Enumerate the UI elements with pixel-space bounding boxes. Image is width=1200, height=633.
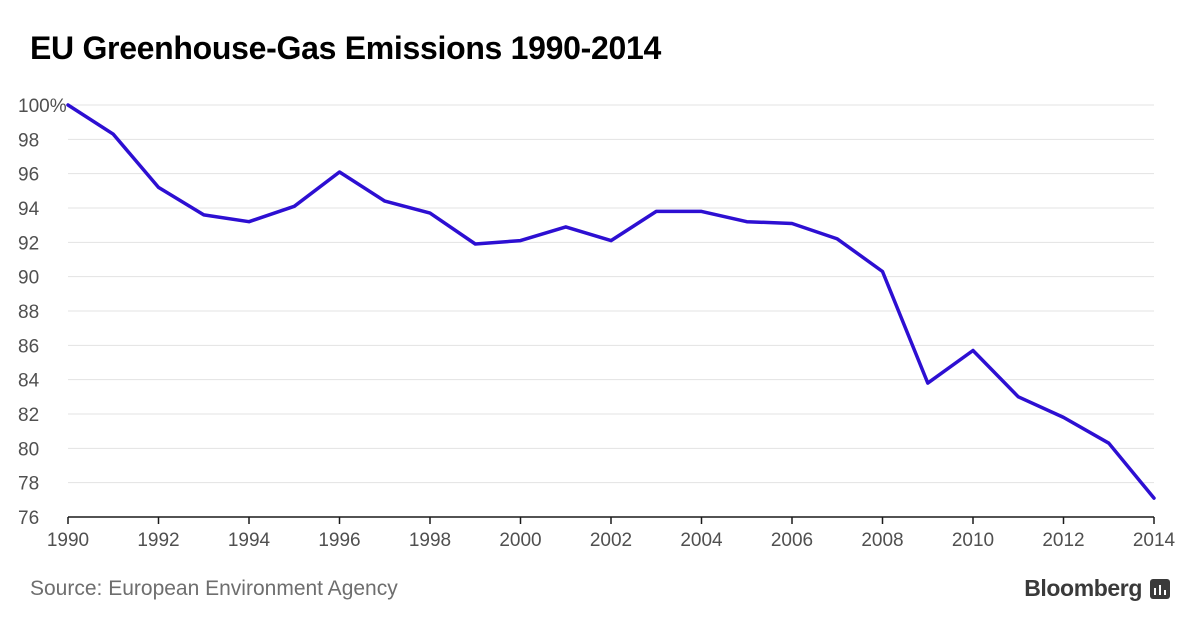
data-point bbox=[383, 199, 386, 203]
x-tick-label: 1992 bbox=[137, 530, 179, 551]
y-tick-label: 94 bbox=[18, 199, 40, 220]
data-point bbox=[564, 225, 567, 229]
y-tick-label: 96 bbox=[18, 165, 39, 186]
grid-lines bbox=[68, 104, 1154, 484]
data-point bbox=[474, 242, 477, 246]
data-point bbox=[790, 222, 794, 225]
data-point bbox=[1017, 395, 1020, 399]
y-tick-label: 80 bbox=[18, 439, 39, 460]
data-point bbox=[700, 210, 703, 213]
data-point bbox=[112, 132, 115, 136]
data-point bbox=[609, 239, 613, 242]
y-tick-label: 84 bbox=[18, 371, 40, 392]
x-tick-label: 2000 bbox=[499, 530, 541, 551]
x-tick-label: 1994 bbox=[228, 530, 271, 551]
x-axis-ticks: 1990 1992 1994 1996 1998 2000 2002 2004 2006 2008… bbox=[47, 516, 1176, 551]
chart-title: EU Greenhouse-Gas Emissions 1990-2014 bbox=[30, 30, 661, 66]
series-layer bbox=[66, 103, 1156, 500]
data-point bbox=[202, 213, 205, 217]
x-tick-label: 1998 bbox=[409, 530, 451, 551]
y-tick-label: 86 bbox=[18, 336, 39, 357]
x-tick-label: 2014 bbox=[1133, 530, 1176, 551]
data-point bbox=[1062, 416, 1065, 419]
bloomberg-chart-icon bbox=[1150, 579, 1170, 599]
y-tick-label: 76 bbox=[18, 508, 39, 529]
data-point bbox=[157, 186, 160, 189]
data-point bbox=[971, 349, 975, 352]
y-tick-label: 88 bbox=[18, 302, 39, 323]
data-point bbox=[836, 237, 839, 241]
data-point bbox=[745, 220, 748, 223]
y-tick-label: 82 bbox=[18, 405, 39, 426]
data-point bbox=[655, 210, 658, 213]
x-tick-label: 2006 bbox=[771, 530, 813, 551]
source-note: Source: European Environment Agency bbox=[30, 577, 398, 600]
x-tick-label: 2012 bbox=[1042, 530, 1084, 551]
data-point bbox=[293, 205, 296, 208]
y-tick-label: 100% bbox=[18, 96, 67, 117]
x-tick-label: 2002 bbox=[590, 530, 632, 551]
data-point bbox=[428, 211, 432, 215]
data-point bbox=[926, 381, 929, 385]
x-tick-label: 2008 bbox=[861, 530, 903, 551]
emissions-line bbox=[66, 103, 1156, 500]
bloomberg-logo: Bloomberg bbox=[1024, 575, 1142, 601]
data-point bbox=[1107, 441, 1110, 445]
x-tick-label: 2010 bbox=[952, 530, 994, 551]
x-tick-label: 2004 bbox=[680, 530, 723, 551]
y-axis-tick-labels: 76 78 80 82 84 86 88 90 92 94 96 98 100% bbox=[18, 96, 67, 529]
x-tick-label: 1990 bbox=[47, 530, 89, 551]
data-point bbox=[338, 170, 341, 174]
y-tick-label: 92 bbox=[18, 233, 39, 254]
y-tick-label: 78 bbox=[18, 474, 39, 495]
data-point bbox=[1152, 496, 1156, 500]
y-tick-label: 98 bbox=[18, 130, 39, 151]
data-point bbox=[66, 103, 70, 107]
x-tick-label: 1996 bbox=[318, 530, 360, 551]
data-point bbox=[881, 270, 884, 273]
y-tick-label: 90 bbox=[18, 268, 39, 289]
data-point bbox=[247, 220, 251, 223]
data-point bbox=[519, 239, 522, 242]
